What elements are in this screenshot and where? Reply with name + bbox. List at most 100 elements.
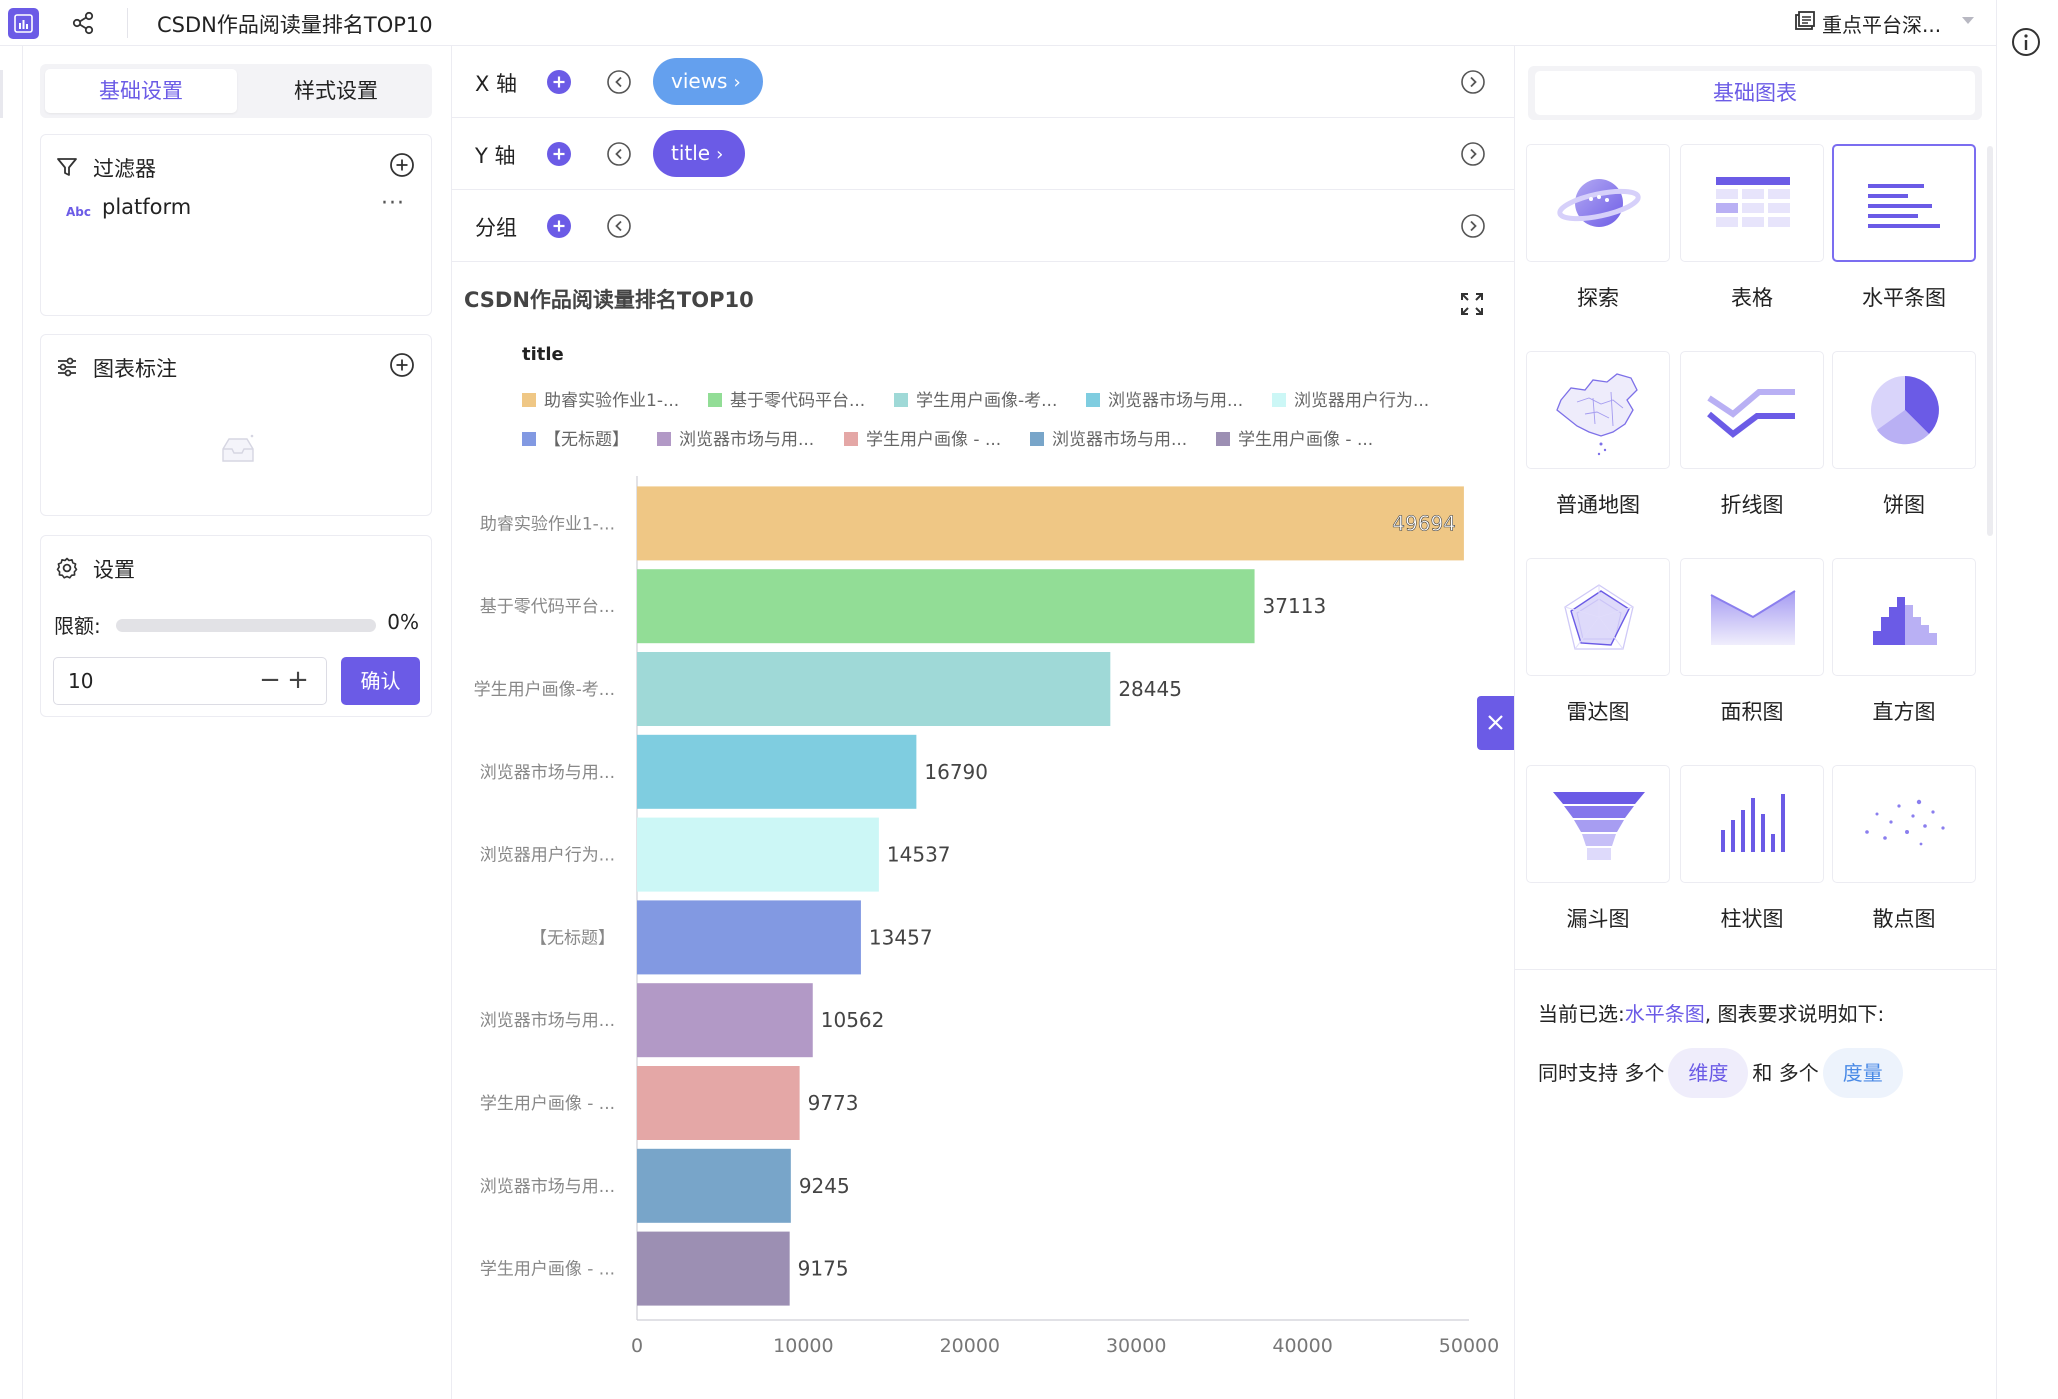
y-field-pill[interactable]: title › [653,130,746,177]
x-field-name: views [671,69,728,93]
chart-bar[interactable] [637,900,861,975]
x-tick-label: 20000 [940,1335,1000,1357]
filter-icon [57,158,77,176]
chart-bar[interactable] [637,569,1255,644]
chart-bar[interactable] [637,486,1464,561]
y-field-name: title [671,141,711,165]
scroll-right-icon[interactable] [1460,141,1486,167]
legend-item[interactable]: 学生用户画像-考... [894,386,1058,411]
increment-button[interactable]: + [287,665,309,695]
scroll-left-icon[interactable] [606,69,632,95]
chart-type-label: 柱状图 [1720,907,1784,931]
tab-style-settings[interactable]: 样式设置 [294,79,378,103]
legend-item[interactable]: 浏览器市场与用... [1086,386,1243,411]
pie-chart-icon [1871,376,1939,445]
chart-type-label: 漏斗图 [1566,907,1630,931]
x-field-pill[interactable]: views › [653,58,763,105]
horizontal-bar-chart: 助睿实验作业1-... 49694 基于零代码平台... 37113 学生用户画像-考.… [474,476,1499,1357]
desc-prefix: 当前已选: [1538,1002,1625,1026]
legend-item[interactable]: 学生用户画像 - ... [844,425,1001,450]
legend-item[interactable]: 学生用户画像 - ... [1216,425,1374,450]
add-group-field-icon[interactable] [546,213,572,239]
chart-type-area[interactable] [1680,558,1824,676]
gear-icon [56,557,78,579]
data-label: 9175 [798,1257,849,1281]
y-tick-label: 浏览器用户行为... [480,846,615,866]
legend-swatch [844,432,858,446]
scroll-right-icon[interactable] [1460,213,1486,239]
chart-type-label: 散点图 [1872,907,1936,931]
quota-label: 限额: [54,614,101,638]
legend-item[interactable]: 浏览器市场与用... [657,425,814,450]
chart-type-radar[interactable] [1526,558,1670,676]
decrement-button[interactable]: − [259,665,281,695]
legend-item[interactable]: 助睿实验作业1-... [522,386,680,411]
empty-inbox-icon [222,434,254,462]
share-icon[interactable] [70,10,96,36]
scroll-left-icon[interactable] [606,141,632,167]
chart-bar[interactable] [637,1148,791,1223]
chart-bar[interactable] [637,652,1111,726]
close-panel-button[interactable] [1477,696,1514,750]
legend-swatch [1216,432,1230,446]
chart-type-hbar[interactable] [1832,144,1976,262]
more-options-icon[interactable]: ··· [381,191,405,216]
add-filter-icon[interactable] [389,152,415,178]
radar-chart-icon [1564,584,1634,650]
legend-swatch [708,393,722,407]
chart-type-explore[interactable] [1526,144,1670,262]
mid-divider [1514,46,1515,1399]
scroll-right-icon[interactable] [1460,69,1486,95]
chart-type-map[interactable] [1526,351,1670,469]
legend-item[interactable]: 【无标题】 [522,425,629,450]
dataset-selector[interactable]: 重点平台深... [1822,13,1942,37]
selected-chart-link[interactable]: 水平条图 [1624,1002,1705,1026]
chart-type-line[interactable] [1680,351,1824,469]
chart-bar[interactable] [637,1231,790,1306]
data-label: 16790 [924,760,988,784]
confirm-button[interactable]: 确认 [341,657,420,705]
limit-input[interactable]: 10 [53,657,327,705]
chart-type-pie[interactable] [1832,351,1976,469]
chart-type-histogram[interactable] [1832,558,1976,676]
legend-label: 浏览器市场与用... [1052,430,1188,450]
x-tick-label: 40000 [1272,1335,1332,1357]
table-icon [1716,177,1790,227]
chart-bar[interactable] [637,734,917,809]
add-y-field-icon[interactable] [546,141,572,167]
chart-type-table[interactable] [1680,144,1824,262]
chart-type-label: 折线图 [1720,493,1784,517]
add-x-field-icon[interactable] [546,69,572,95]
chevron-down-icon[interactable] [1962,17,1974,24]
y-tick-label: 浏览器市场与用... [480,763,615,783]
chart-bar[interactable] [637,817,879,892]
legend-label: 学生用户画像 - ... [1238,430,1374,450]
chart-type-column[interactable] [1680,765,1824,883]
chart-type-funnel[interactable] [1526,765,1670,883]
chart-type-scatter[interactable] [1832,765,1976,883]
legend-label: 学生用户画像-考... [916,391,1058,411]
app-logo-icon[interactable] [8,8,39,39]
left-rail [22,46,23,1399]
histogram-icon [1873,597,1937,645]
legend-label: 浏览器用户行为... [1294,391,1430,411]
chart-bar[interactable] [637,1066,800,1140]
add-annotation-icon[interactable] [389,352,415,378]
scrollbar[interactable] [1987,146,1993,536]
left-divider [451,46,452,1399]
filter-field-name[interactable]: platform [102,195,192,219]
scroll-left-icon[interactable] [606,213,632,239]
chart-bar[interactable] [637,983,813,1058]
annotation-title: 图表标注 [93,357,177,381]
tab-basic-charts[interactable]: 基础图表 [1535,71,1975,115]
fullscreen-icon[interactable] [1459,291,1485,317]
chart-type-label: 探索 [1577,286,1619,310]
legend-label: 助睿实验作业1-... [544,391,680,411]
tab-basic-settings[interactable]: 基础设置 [45,69,237,113]
legend-item[interactable]: 浏览器市场与用... [1030,425,1188,450]
x-axis-label: X 轴 [475,72,518,96]
legend-item[interactable]: 浏览器用户行为... [1272,386,1430,411]
info-icon[interactable] [2010,26,2042,58]
legend-item[interactable]: 基于零代码平台... [708,386,865,411]
settings-card: 设置 限额: 0% 10 − + 确认 [40,535,432,717]
